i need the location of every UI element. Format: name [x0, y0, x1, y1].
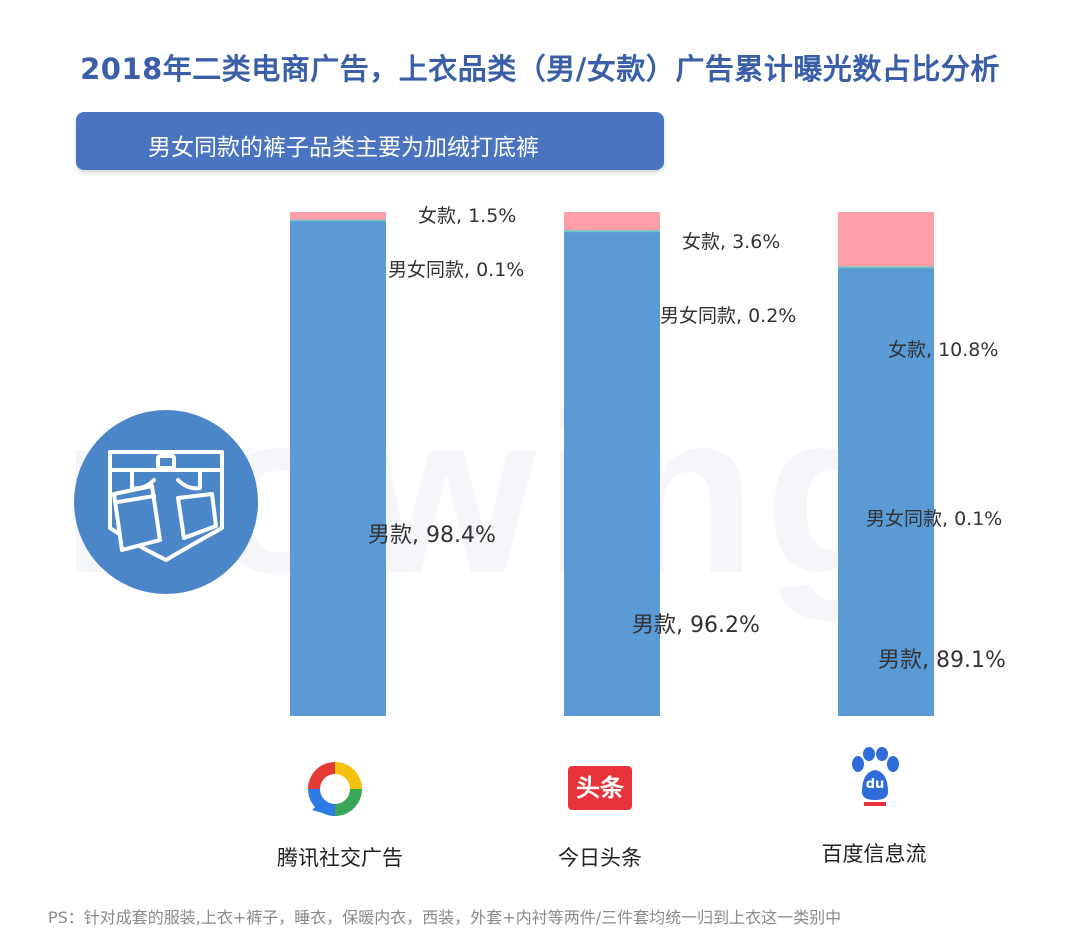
data-label-0-2: 女款, 1.5% — [418, 205, 516, 227]
bar-segment-1-1 — [564, 229, 660, 233]
pants-icon — [74, 410, 258, 594]
bar-segment-2-0 — [838, 266, 934, 716]
chart-title: 2018年二类电商广告，上衣品类（男/女款）广告累计曝光数占比分析 — [80, 52, 1000, 86]
bar-segment-0-1 — [290, 218, 386, 222]
bar-segment-1-2 — [564, 212, 660, 231]
data-label-0-0: 男款, 98.4% — [368, 523, 496, 548]
data-label-1-1: 男女同款, 0.2% — [660, 305, 796, 327]
bar-segment-2-2 — [838, 212, 934, 267]
data-label-0-1: 男女同款, 0.1% — [388, 259, 524, 281]
footnote: PS：针对成套的服装,上衣+裤子，睡衣，保暖内衣，西装，外套+内衬等两件/三件套… — [48, 908, 842, 927]
data-label-1-2: 女款, 3.6% — [682, 231, 780, 253]
bar-segment-2-1 — [838, 265, 934, 269]
platform-label-tencent: 腾讯社交广告 — [277, 846, 403, 870]
bar-segment-0-0 — [290, 220, 386, 716]
baidu-paw-logo: du — [848, 746, 902, 808]
tencent-social-ads-logo — [302, 756, 368, 822]
toutiao-logo-text: 头条 — [576, 774, 624, 802]
bar-segment-1-0 — [564, 231, 660, 717]
subtitle-text: 男女同款的裤子品类主要为加绒打底裤 — [148, 135, 539, 161]
data-label-2-0: 男款, 89.1% — [878, 648, 1006, 673]
data-label-2-2: 女款, 10.8% — [888, 339, 998, 361]
toutiao-logo: 头条 — [568, 766, 632, 810]
bar-segment-0-2 — [290, 212, 386, 220]
data-label-1-0: 男款, 96.2% — [632, 613, 760, 638]
baidu-logo-text: du — [865, 777, 885, 792]
platform-label-baidu: 百度信息流 — [821, 842, 927, 866]
platform-label-toutiao: 今日头条 — [558, 846, 642, 870]
subtitle-banner — [76, 112, 664, 170]
data-label-2-1: 男女同款, 0.1% — [866, 508, 1002, 530]
